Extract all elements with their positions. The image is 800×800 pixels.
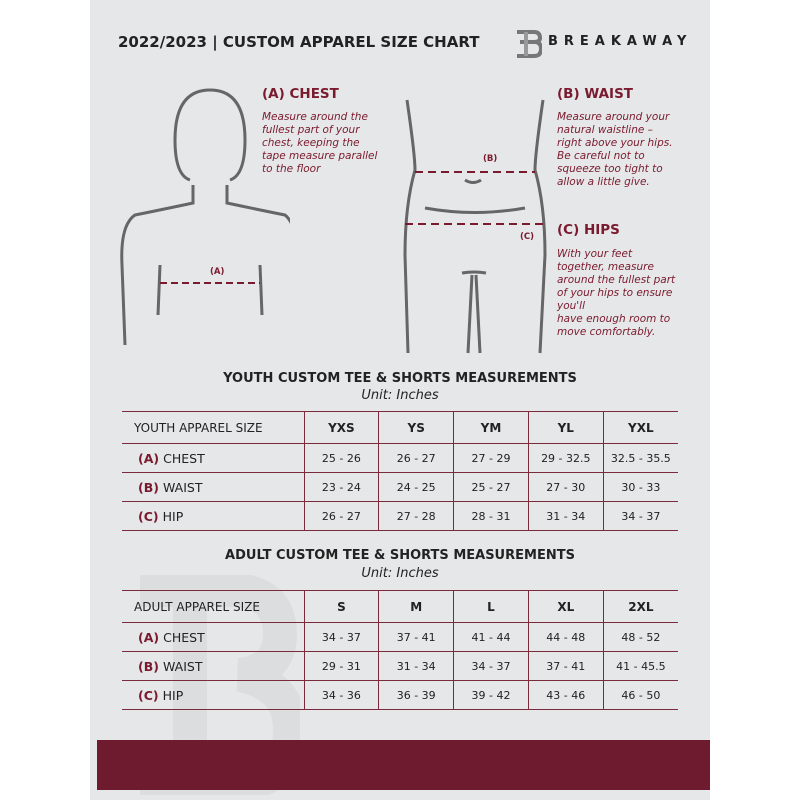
measurement-value: 27 - 30 bbox=[527, 472, 604, 502]
measurement-label: (A) CHEST bbox=[122, 622, 304, 652]
measurement-value: 26 - 27 bbox=[303, 501, 379, 531]
adult-size-table: ADULT APPAREL SIZE S M L XL 2XL (A) CHEST 34 - 3… bbox=[122, 590, 678, 710]
measurement-value: 37 - 41 bbox=[378, 622, 454, 652]
measurement-value: 37 - 41 bbox=[527, 651, 604, 681]
measurement-label: (B) WAIST bbox=[122, 651, 304, 681]
measurement-value: 39 - 42 bbox=[453, 680, 529, 710]
size-column-header: XL bbox=[527, 590, 604, 623]
size-column-header: 2XL bbox=[602, 590, 678, 623]
measurement-value: 41 - 44 bbox=[453, 622, 529, 652]
footer-bar bbox=[97, 740, 710, 790]
measurement-value: 25 - 27 bbox=[453, 472, 529, 502]
measurement-tag: (A) bbox=[138, 629, 160, 645]
measurement-value: 31 - 34 bbox=[527, 501, 604, 531]
measurement-value: 41 - 45.5 bbox=[602, 651, 678, 681]
measurement-value: 29 - 31 bbox=[303, 651, 379, 681]
size-chart-page: 2022/2023 | CUSTOM APPAREL SIZE CHART BR… bbox=[90, 0, 710, 800]
measurement-tag: (B) bbox=[138, 658, 159, 674]
measurement-value: 29 - 32.5 bbox=[527, 443, 604, 473]
measurement-value: 43 - 46 bbox=[527, 680, 604, 710]
table-row: (A) CHEST 25 - 26 26 - 27 27 - 29 29 - 32.5 32… bbox=[122, 443, 678, 473]
measurement-value: 34 - 37 bbox=[602, 501, 678, 531]
table-row: (A) CHEST 34 - 37 37 - 41 41 - 44 44 - 48 48 -… bbox=[122, 622, 678, 652]
measurement-value: 31 - 34 bbox=[378, 651, 454, 681]
measurement-value: 48 - 52 bbox=[602, 622, 678, 652]
waist-marker-label: (B) bbox=[483, 154, 498, 164]
size-column-header: M bbox=[378, 590, 454, 623]
upper-body-illustration bbox=[120, 88, 290, 346]
measurement-label: (B) WAIST bbox=[122, 472, 304, 502]
table-header-row: YOUTH APPAREL SIZE YXS YS YM YL YXL bbox=[122, 411, 678, 444]
measurement-label: (A) CHEST bbox=[122, 443, 304, 473]
hips-description: With your feet together, measure around th… bbox=[557, 248, 676, 338]
youth-section-title: YOUTH CUSTOM TEE & SHORTS MEASUREMENTS bbox=[223, 371, 577, 386]
size-column-header: YS bbox=[378, 411, 454, 444]
measurement-value: 34 - 37 bbox=[453, 651, 529, 681]
measurement-value: 34 - 37 bbox=[303, 622, 379, 652]
measurement-tag: (A) bbox=[138, 450, 160, 466]
measurement-value: 24 - 25 bbox=[378, 472, 454, 502]
measurement-tag: (C) bbox=[138, 508, 159, 524]
lower-body-illustration bbox=[403, 99, 547, 354]
measurement-name: CHEST bbox=[163, 629, 205, 645]
table-row: (C) HIP 34 - 36 36 - 39 39 - 42 43 - 46 46 - 5… bbox=[122, 680, 678, 710]
size-column-header: S bbox=[303, 590, 379, 623]
table-row: (B) WAIST 23 - 24 24 - 25 25 - 27 27 - 30 30 -… bbox=[122, 472, 678, 502]
youth-unit: Unit: Inches bbox=[361, 388, 439, 403]
measurement-value: 36 - 39 bbox=[378, 680, 454, 710]
measurement-value: 32.5 - 35.5 bbox=[602, 443, 678, 473]
size-column-header: L bbox=[453, 590, 529, 623]
measurement-value: 27 - 28 bbox=[378, 501, 454, 531]
size-column-header: YXS bbox=[303, 411, 379, 444]
measurement-name: WAIST bbox=[162, 479, 203, 495]
measurement-label: (C) HIP bbox=[122, 501, 304, 531]
table-header-row: ADULT APPAREL SIZE S M L XL 2XL bbox=[122, 590, 678, 623]
measurement-value: 27 - 29 bbox=[453, 443, 529, 473]
adult-unit: Unit: Inches bbox=[361, 566, 439, 581]
measurement-value: 34 - 36 bbox=[303, 680, 379, 710]
measurement-value: 30 - 33 bbox=[602, 472, 678, 502]
chest-marker-label: (A) bbox=[210, 267, 225, 277]
table-row: (C) HIP 26 - 27 27 - 28 28 - 31 31 - 34 34 - 3… bbox=[122, 501, 678, 531]
hips-heading: (C) HIPS bbox=[557, 222, 620, 238]
measurement-tag: (C) bbox=[138, 687, 159, 703]
chest-heading: (A) CHEST bbox=[262, 86, 339, 102]
measurement-label: (C) HIP bbox=[122, 680, 304, 710]
size-column-header: YM bbox=[453, 411, 529, 444]
measurement-tag: (B) bbox=[138, 479, 159, 495]
measurement-value: 46 - 50 bbox=[602, 680, 678, 710]
measurement-name: HIP bbox=[162, 508, 184, 524]
hips-marker-label: (C) bbox=[520, 232, 535, 242]
youth-size-table: YOUTH APPAREL SIZE YXS YS YM YL YXL (A) CHEST 25… bbox=[122, 411, 678, 531]
measurement-value: 44 - 48 bbox=[527, 622, 604, 652]
size-label-header: ADULT APPAREL SIZE bbox=[122, 590, 304, 623]
measurement-value: 23 - 24 bbox=[303, 472, 379, 502]
brand-name: BREAKAWAY bbox=[548, 34, 693, 49]
table-row: (B) WAIST 29 - 31 31 - 34 34 - 37 37 - 41 41 -… bbox=[122, 651, 678, 681]
size-column-header: YXL bbox=[602, 411, 678, 444]
measurement-value: 26 - 27 bbox=[378, 443, 454, 473]
measurement-value: 25 - 26 bbox=[303, 443, 379, 473]
breakaway-logo-icon bbox=[517, 30, 542, 58]
measurement-name: HIP bbox=[162, 687, 184, 703]
measurement-name: CHEST bbox=[163, 450, 205, 466]
waist-heading: (B) WAIST bbox=[557, 86, 634, 102]
adult-section-title: ADULT CUSTOM TEE & SHORTS MEASUREMENTS bbox=[225, 548, 575, 563]
page-title: 2022/2023 | CUSTOM APPAREL SIZE CHART bbox=[118, 33, 480, 51]
measurement-name: WAIST bbox=[162, 658, 203, 674]
size-label-header: YOUTH APPAREL SIZE bbox=[122, 411, 304, 444]
waist-description: Measure around your natural waistline – ri… bbox=[557, 111, 673, 188]
chest-description: Measure around the fullest part of your ch… bbox=[262, 111, 378, 175]
measurement-value: 28 - 31 bbox=[453, 501, 529, 531]
size-column-header: YL bbox=[527, 411, 604, 444]
